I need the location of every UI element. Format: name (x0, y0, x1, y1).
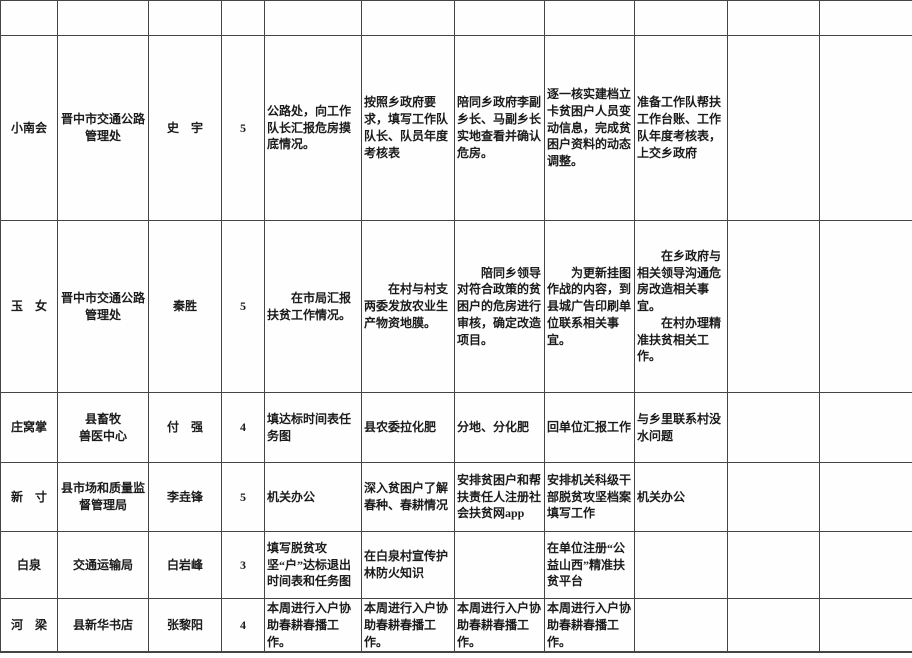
table-cell: 机关办公 (634, 462, 728, 532)
table-cell: 县畜牧 兽医中心 (57, 392, 149, 463)
table-cell (361, 0, 455, 36)
table-cell: 小南会 (0, 35, 58, 221)
table-cell: 白岩峰 (148, 531, 222, 599)
table-cell: 秦胜 (148, 220, 222, 393)
table-cell (727, 531, 820, 599)
table-cell (727, 392, 820, 463)
table-cell (819, 531, 912, 599)
table-cell: 河 梁 (0, 598, 58, 654)
table-cell (221, 0, 265, 36)
table-cell: 庄窝掌 (0, 392, 58, 463)
table-row (0, 0, 912, 36)
table-row: 小南会 晋中市交通公路 管理处史 宇 5 公路处，向工作队长汇报危房摸底情况。 按照乡政… (0, 35, 912, 221)
table-cell (264, 0, 362, 36)
table-cell (819, 598, 912, 654)
table-row: 新 寸县市场和质量监 督管理局 李垚锋 5 机关办公 深入贫困户了解春种、春耕情况 安排贫… (0, 462, 912, 532)
table-cell: 县市场和质量监 督管理局 (57, 462, 149, 532)
table-cell (727, 462, 820, 532)
table-cell: 准备工作队帮扶工作台账、工作队年度考核表，上交乡政府 (634, 35, 728, 221)
table-cell (57, 0, 149, 36)
table-cell: 晋中市交通公路 管理处 (57, 220, 149, 393)
table-cell: 交通运输局 (57, 531, 149, 599)
table-cell: 在市局汇报扶贫工作情况。 (264, 220, 362, 393)
table-cell: 本周进行入户协助春耕春播工作。 (264, 598, 362, 654)
table-cell: 5 (221, 35, 265, 221)
table-cell: 5 (221, 462, 265, 532)
table-cell: 在村与村支两委发放农业生产物资地膜。 (361, 220, 455, 393)
table-cell: 4 (221, 392, 265, 463)
table-cell (727, 0, 820, 36)
table-cell: 李垚锋 (148, 462, 222, 532)
table-cell: 在白泉村宣传护林防火知识 (361, 531, 455, 599)
table-cell: 付 强 (148, 392, 222, 463)
table-cell (819, 462, 912, 532)
table-cell (727, 35, 820, 221)
table-cell (148, 0, 222, 36)
table-cell: 本周进行入户协助春耕春播工作。 (361, 598, 455, 654)
table-cell: 陪同乡政府李副乡长、马副乡长实地查看并确认危房。 (454, 35, 545, 221)
table-row: 白泉 交通运输局 白岩峰 3 填写脱贫攻坚“户”达标退出时间表和任务图 在白泉村宣传护林防… (0, 531, 912, 599)
table-cell: 4 (221, 598, 265, 654)
table-cell (727, 220, 820, 393)
table-cell: 填写脱贫攻坚“户”达标退出时间表和任务图 (264, 531, 362, 599)
table-cell: 填达标时间表任务图 (264, 392, 362, 463)
table-cell: 回单位汇报工作 (544, 392, 635, 463)
table-cell: 白泉 (0, 531, 58, 599)
table-cell: 5 (221, 220, 265, 393)
table-cell (0, 0, 58, 36)
table-cell: 安排贫困户和帮扶责任人注册社会扶贫网app (454, 462, 545, 532)
table-cell (634, 598, 728, 654)
table-cell: 新 寸 (0, 462, 58, 532)
table-cell: 在乡政府与相关领导沟通危房改造相关事宜。 在村办理精准扶贫相关工作。 (634, 220, 728, 393)
table-cell (454, 0, 545, 36)
table-cell (819, 392, 912, 463)
table-cell: 安排机关科级干部脱贫攻坚档案填写工作 (544, 462, 635, 532)
table-cell (727, 598, 820, 654)
table-cell: 晋中市交通公路 管理处 (57, 35, 149, 221)
table-cell (819, 220, 912, 393)
table-cell: 玉 女 (0, 220, 58, 393)
table-row: 玉 女晋中市交通公路 管理处 秦胜 5 在市局汇报扶贫工作情况。 在村与村支两委发放… (0, 220, 912, 393)
table-cell: 张黎阳 (148, 598, 222, 654)
table-cell: 陪同乡领导对符合政策的贫困户的危房进行审核，确定改造项目。 (454, 220, 545, 393)
table-cell: 逐一核实建档立卡贫困户人员变动信息，完成贫困户资料的动态调整。 (544, 35, 635, 221)
table-cell (634, 0, 728, 36)
table-cell (634, 531, 728, 599)
table-cell: 分地、分化肥 (454, 392, 545, 463)
table-cell: 在单位注册“公益山西”精准扶贫平台 (544, 531, 635, 599)
table-cell: 县新华书店 (57, 598, 149, 654)
table-cell: 3 (221, 531, 265, 599)
table-cell: 本周进行入户协助春耕春播工作。 (544, 598, 635, 654)
table-cell: 按照乡政府要求，填写工作队队长、队员年度考核表 (361, 35, 455, 221)
table-row: 庄窝掌 县畜牧 兽医中心付 强 4 填达标时间表任务图 县农委拉化肥 分地、分化肥 回单位汇… (0, 392, 912, 463)
table-cell (454, 531, 545, 599)
table-cell: 公路处，向工作队长汇报危房摸底情况。 (264, 35, 362, 221)
table-cell: 机关办公 (264, 462, 362, 532)
table-cell: 为更新挂图作战的内容，到县城广告印刷单位联系相关事宜。 (544, 220, 635, 393)
table-row: 河 梁县新华书店 张黎阳 4 本周进行入户协助春耕春播工作。 本周进行入户协助春耕春播工… (0, 598, 912, 654)
table-cell: 与乡里联系村没水问题 (634, 392, 728, 463)
table-cell (819, 35, 912, 221)
table-cell (819, 0, 912, 36)
table-cell: 本周进行入户协助春耕春播工作。 (454, 598, 545, 654)
table-cell (544, 0, 635, 36)
table-cell: 深入贫困户了解春种、春耕情况 (361, 462, 455, 532)
table-cell: 史 宇 (148, 35, 222, 221)
table-cell: 县农委拉化肥 (361, 392, 455, 463)
